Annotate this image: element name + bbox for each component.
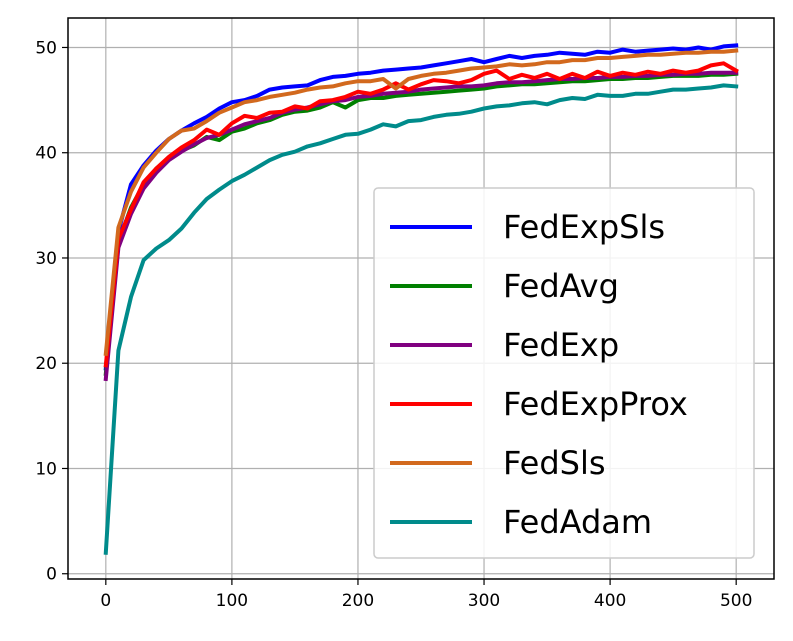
x-tick-label: 500 bbox=[720, 591, 752, 611]
legend-label-fedexpsls: FedExpSls bbox=[503, 208, 665, 246]
x-tick-label: 400 bbox=[594, 591, 626, 611]
legend-label-fedexp: FedExp bbox=[503, 326, 619, 364]
legend: FedExpSls FedAvg FedExp FedExpProx FedSls Fed… bbox=[373, 187, 755, 559]
y-tick-label: 30 bbox=[35, 249, 57, 269]
series-line-fedexpsls bbox=[103, 43, 739, 371]
series-line-fedexp bbox=[103, 70, 739, 382]
legend-label-fedadam: FedAdam bbox=[503, 503, 652, 541]
x-tick-label: 300 bbox=[468, 591, 500, 611]
y-tick-label: 0 bbox=[46, 565, 57, 585]
legend-box bbox=[373, 187, 755, 559]
x-tick-label: 100 bbox=[216, 591, 248, 611]
y-tick-label: 10 bbox=[35, 459, 57, 479]
legend-label-fedsls: FedSls bbox=[503, 444, 606, 482]
series-line-fedexpprox bbox=[103, 61, 739, 368]
series-lines bbox=[103, 43, 739, 555]
legend-label-fedavg: FedAvg bbox=[503, 267, 619, 305]
y-tick-label: 40 bbox=[35, 144, 57, 164]
axis-ticks: 0 100 200 300 400 500 0 10 20 30 40 50 bbox=[35, 38, 752, 611]
legend-label-fedexpprox: FedExpProx bbox=[503, 385, 688, 423]
plot-frame bbox=[67, 17, 775, 580]
x-tick-label: 0 bbox=[100, 591, 111, 611]
y-tick-label: 50 bbox=[35, 38, 57, 58]
x-tick-label: 200 bbox=[342, 591, 374, 611]
series-line-fedadam bbox=[103, 83, 739, 555]
series-line-fedsls bbox=[103, 48, 739, 356]
y-tick-label: 20 bbox=[35, 354, 57, 374]
